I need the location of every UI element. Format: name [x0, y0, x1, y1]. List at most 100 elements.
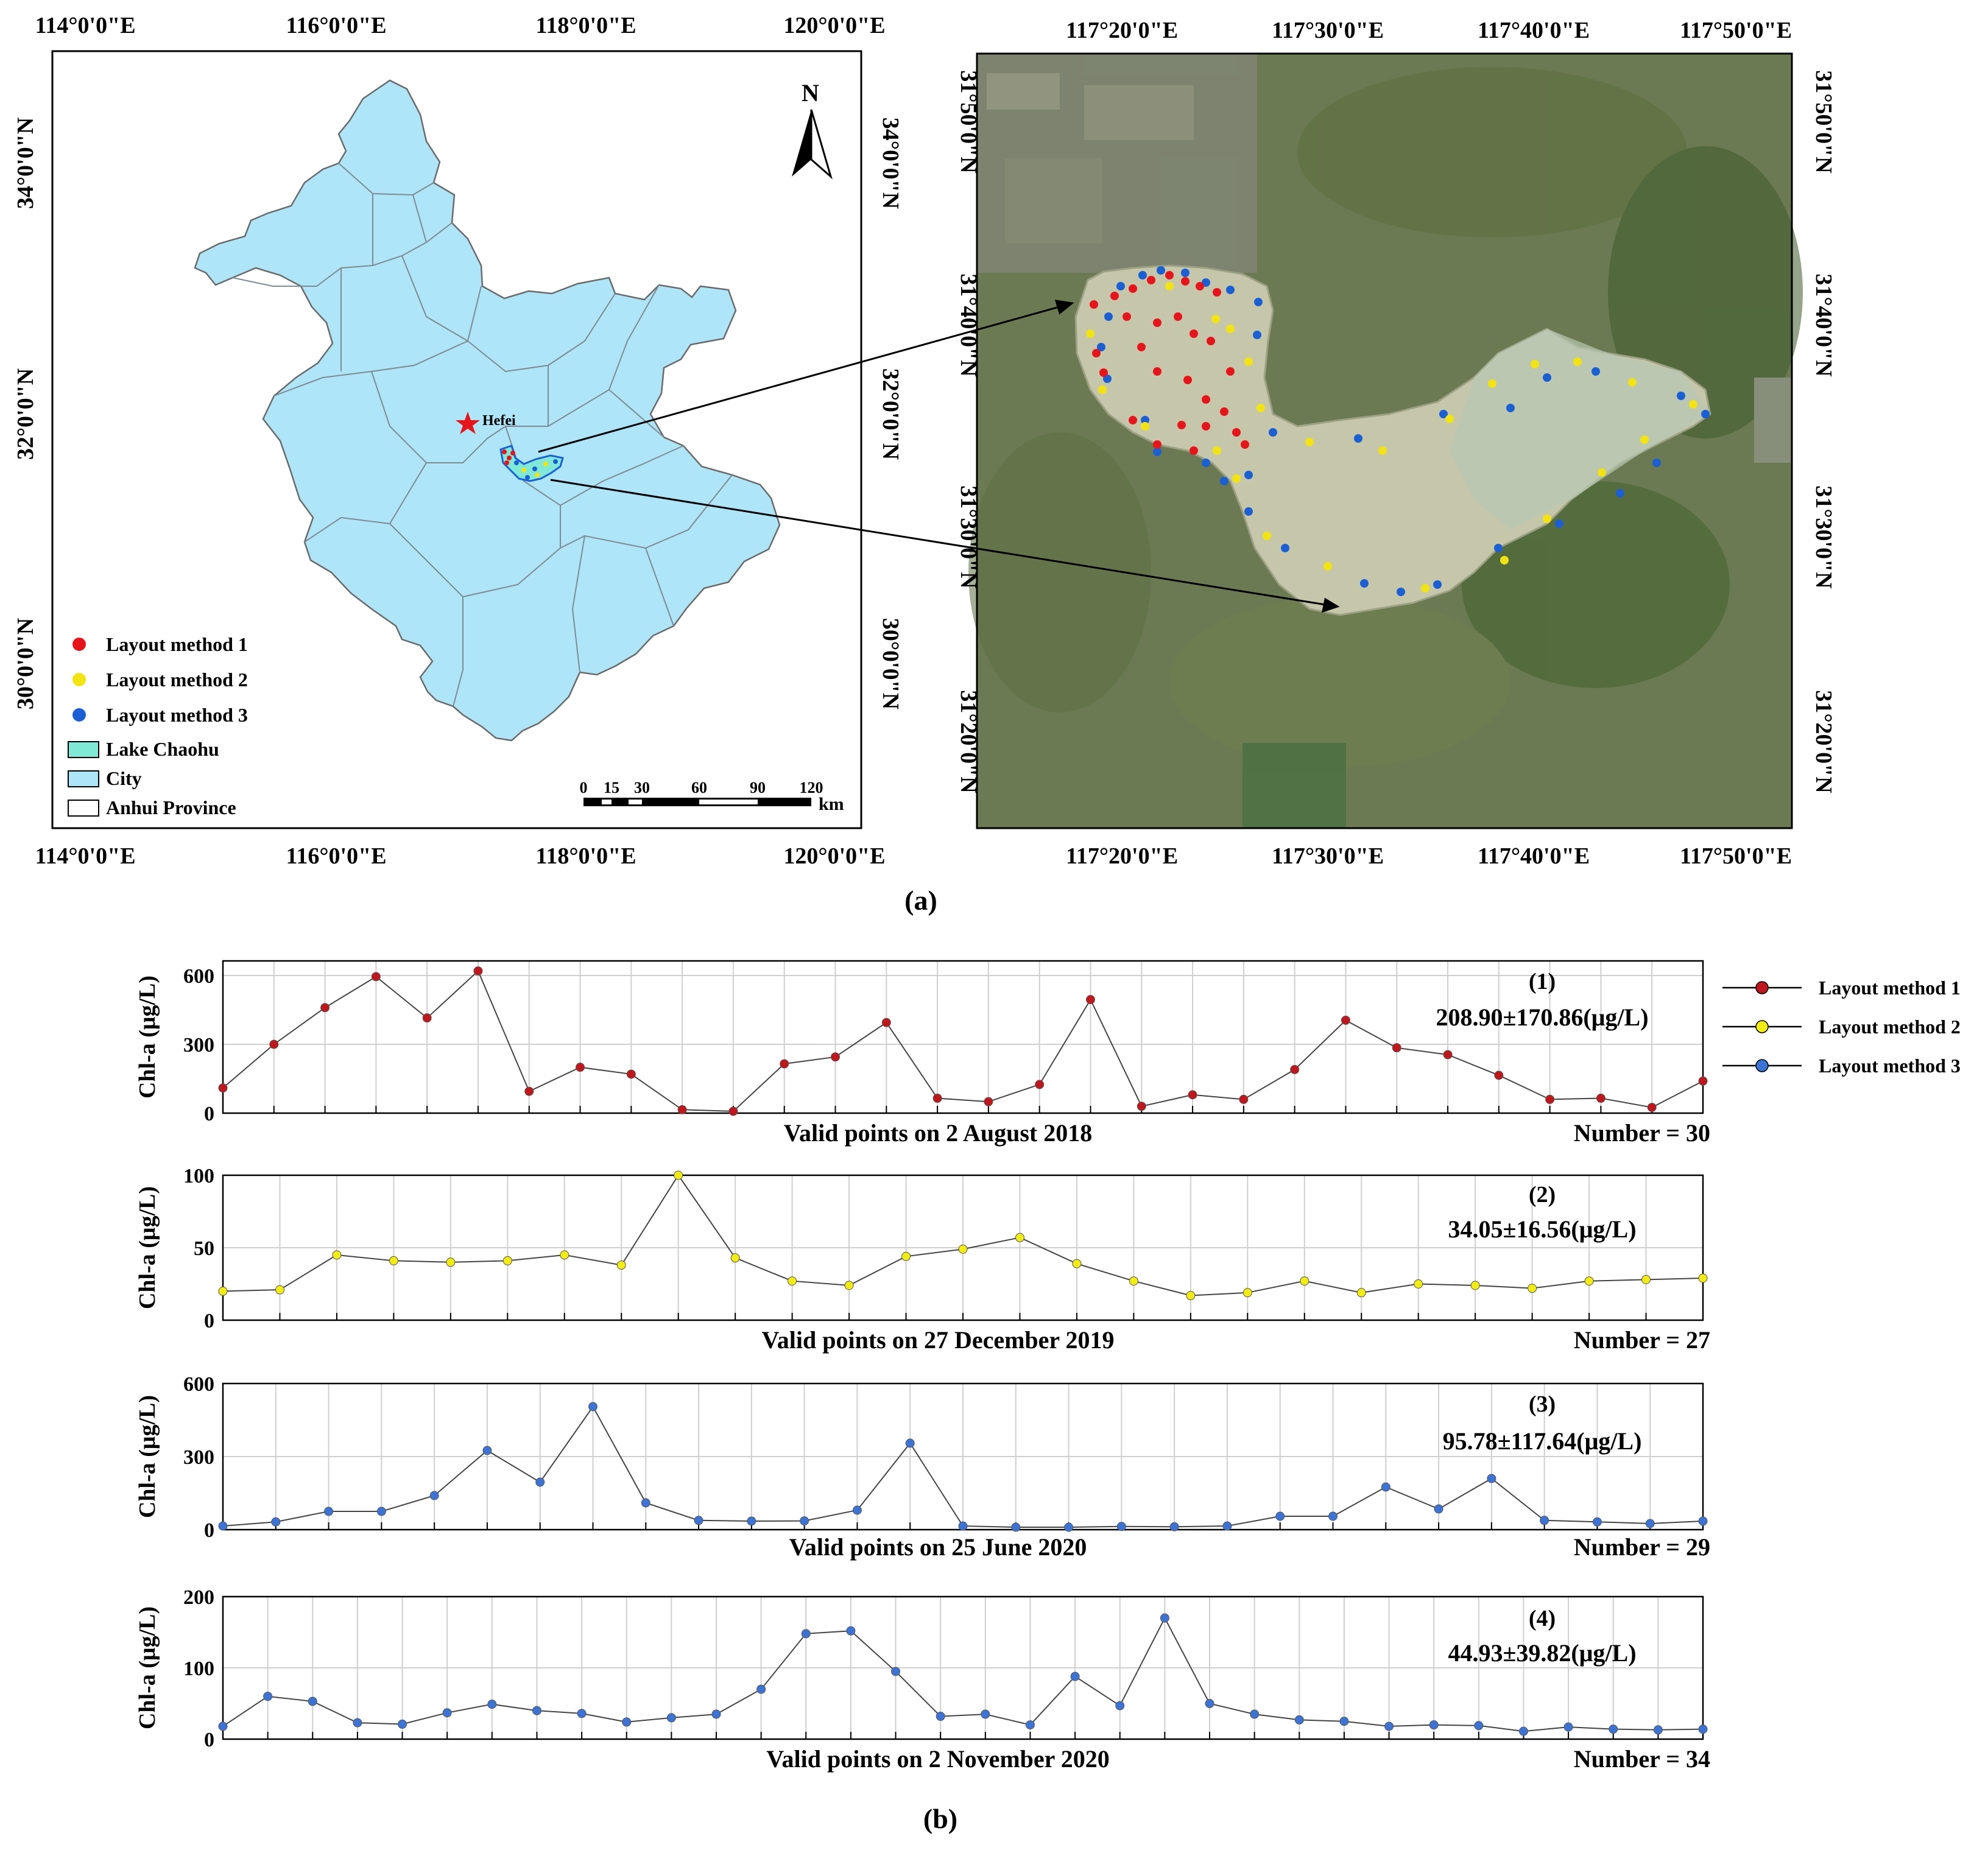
legend-label: Layout method 1	[106, 633, 248, 655]
data-point	[981, 1709, 990, 1719]
data-point	[626, 1069, 636, 1079]
data-point	[1116, 1522, 1126, 1531]
data-point	[1647, 1103, 1657, 1113]
sample-point	[1097, 343, 1105, 351]
scale-unit: km	[819, 794, 844, 814]
sample-point	[1257, 404, 1265, 412]
data-point	[376, 1507, 386, 1516]
data-point	[1025, 1720, 1035, 1730]
panel-b-charts: 0 300 600 Chl-a (μg/L) Valid points on 2 Aug…	[135, 960, 1710, 1773]
sample-point	[1305, 438, 1314, 446]
lake-x-tick-top: 117°40'0"E	[1478, 18, 1590, 43]
data-point	[1275, 1511, 1285, 1521]
data-point	[1064, 1522, 1074, 1532]
lake-y-tick-right: 31°40'0"N	[1811, 273, 1836, 376]
data-point	[353, 1718, 362, 1728]
data-point	[1384, 1721, 1394, 1731]
data-point	[1592, 1517, 1602, 1527]
sample-point	[1232, 428, 1241, 437]
data-point	[577, 1709, 587, 1718]
legend-marker-icon	[1755, 1020, 1769, 1033]
data-point	[218, 1286, 228, 1296]
chart-stat: 34.05±16.56(μg/L)	[1448, 1215, 1636, 1243]
chart-stat: 208.90±170.86(μg/L)	[1436, 1004, 1648, 1031]
data-point	[1072, 1259, 1082, 1268]
sample-point	[1174, 312, 1182, 321]
chart-id: (1)	[1529, 969, 1556, 994]
data-point	[482, 1446, 492, 1455]
data-point	[1186, 1291, 1196, 1301]
data-point	[846, 1626, 856, 1636]
data-point	[881, 1018, 891, 1027]
sample-point	[1181, 269, 1190, 277]
plot-frame	[222, 1174, 1704, 1321]
province-x-tick-top: 118°0'0"E	[535, 13, 636, 38]
data-point	[422, 1013, 432, 1023]
sample-point	[1190, 329, 1198, 338]
legend-label: Layout method 3	[106, 704, 248, 726]
data-point	[901, 1251, 911, 1261]
panel-a-label: (a)	[904, 885, 937, 916]
sample-point	[1211, 315, 1220, 323]
data-point	[984, 1097, 993, 1106]
chart-stat: 95.78±117.64(μg/L)	[1443, 1427, 1642, 1455]
lake-x-tick-bottom: 117°50'0"E	[1680, 843, 1792, 869]
sample-point	[1241, 440, 1249, 449]
lake-y-tick-left: 31°20'0"N	[956, 690, 981, 793]
sample-point	[1488, 379, 1496, 388]
y-tick-label: 0	[204, 1103, 214, 1125]
legend-box-icon	[68, 770, 99, 787]
sample-point	[1500, 556, 1509, 564]
sample-point	[1254, 298, 1263, 306]
sample-point	[1701, 410, 1710, 418]
data-point	[622, 1717, 632, 1727]
sample-point	[1281, 544, 1289, 552]
sample-point	[1099, 368, 1108, 377]
province-y-tick-left: 30°0'0"N	[13, 618, 38, 709]
legend-label: Layout method 1	[1819, 977, 1961, 999]
sample-point	[1439, 410, 1448, 418]
anhui-province-shape	[194, 79, 781, 742]
data-point	[1540, 1516, 1549, 1525]
data-point	[1222, 1521, 1232, 1531]
data-point	[320, 1003, 330, 1013]
north-arrow-icon	[792, 109, 833, 180]
data-point	[332, 1250, 342, 1260]
legend-dot-icon	[72, 708, 86, 722]
lake-y-tick-right: 31°30'0"N	[1811, 485, 1836, 588]
province-x-tick-bottom: 114°0'0"E	[35, 843, 135, 869]
line-chart: 0 300 600 Chl-a (μg/L) Valid points on 2 Aug…	[135, 960, 1710, 1147]
sample-point	[1196, 282, 1204, 290]
data-point	[1563, 1722, 1573, 1732]
legend-label: Lake Chaohu	[106, 738, 219, 760]
data-point	[1698, 1516, 1708, 1526]
lake-x-tick-top: 117°20'0"E	[1066, 18, 1178, 43]
data-point	[1645, 1519, 1655, 1528]
legend-marker-icon	[1755, 981, 1769, 994]
province-x-tick-top: 116°0'0"E	[286, 13, 386, 38]
sample-point	[1213, 288, 1221, 297]
province-x-tick-top: 120°0'0"E	[783, 13, 885, 38]
land-texture	[968, 54, 1803, 828]
data-point	[1169, 1522, 1179, 1531]
panel-b-legend: Layout method 1 Layout method 2 Layout met…	[1722, 977, 1961, 1077]
data-point	[1250, 1709, 1260, 1719]
sample-point	[1360, 579, 1369, 588]
data-point	[524, 1086, 534, 1096]
legend-box-icon	[68, 800, 99, 817]
legend-marker-icon	[1755, 1059, 1769, 1072]
sample-point	[1543, 373, 1551, 382]
data-point	[1545, 1094, 1555, 1104]
north-label: N	[802, 79, 819, 107]
data-point	[1070, 1672, 1080, 1681]
sample-point	[1269, 428, 1277, 437]
data-point	[694, 1516, 703, 1525]
data-point	[852, 1505, 862, 1515]
data-point	[576, 1063, 585, 1072]
scale-tick: 0	[580, 779, 588, 796]
count-label: Number = 30	[1574, 1119, 1710, 1147]
data-point	[398, 1719, 407, 1729]
sample-point	[1378, 446, 1387, 455]
province-y-tick-right: 34°0'0"N	[878, 118, 903, 209]
